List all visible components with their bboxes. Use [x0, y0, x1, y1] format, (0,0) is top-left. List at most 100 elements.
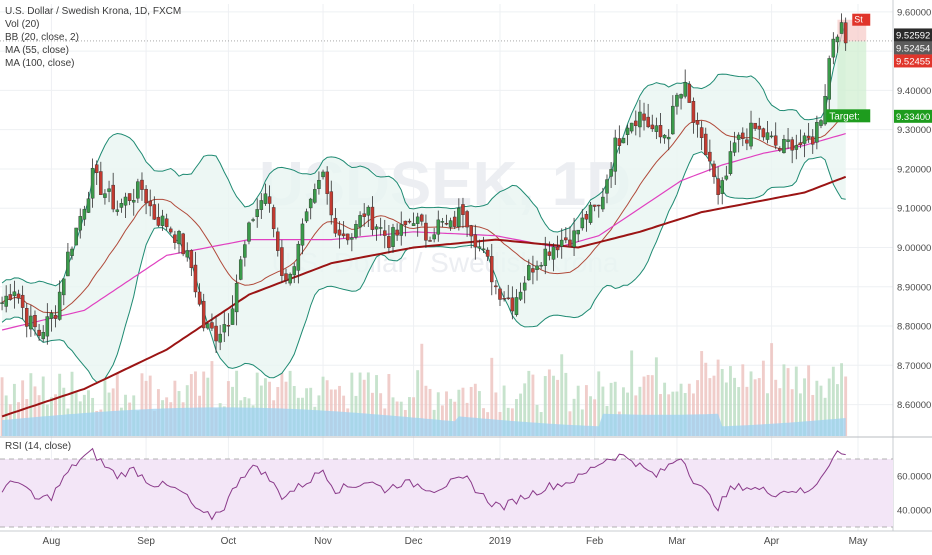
- candle-body: [173, 234, 177, 243]
- volume-bar: [375, 375, 378, 436]
- candle-body: [366, 206, 371, 216]
- candle-body: [251, 219, 255, 221]
- volume-bar: [62, 387, 66, 436]
- candle-body: [551, 246, 556, 260]
- candle-body: [45, 316, 50, 337]
- volume-bar: [840, 363, 844, 436]
- rsi-line: [1, 447, 846, 521]
- candle-body: [226, 325, 231, 327]
- volume-bar: [638, 386, 642, 436]
- volume-bar: [757, 378, 761, 436]
- candle-body: [621, 137, 626, 144]
- candle-body: [494, 285, 498, 288]
- candle-body: [255, 209, 259, 217]
- candle-body: [769, 135, 774, 138]
- volume-bar: [790, 389, 794, 436]
- volume-bar: [798, 393, 802, 436]
- candle-body: [0, 302, 4, 304]
- candle-body: [288, 273, 292, 284]
- candle-body: [127, 193, 132, 201]
- candle-body: [646, 116, 650, 128]
- candle-body: [728, 151, 733, 174]
- candle-body: [131, 200, 136, 203]
- candle-body: [436, 219, 441, 235]
- time-tick-label: Aug: [43, 536, 61, 547]
- volume-bar: [601, 386, 605, 436]
- candle-body: [675, 94, 679, 107]
- candle-body: [531, 268, 535, 273]
- candle-body: [527, 265, 531, 281]
- candle-body: [378, 227, 383, 229]
- volume-bar: [490, 357, 494, 436]
- price-tag-label: 9.52592: [896, 30, 930, 41]
- candle-body: [119, 203, 124, 208]
- volume-bar: [749, 371, 753, 436]
- volume-bar: [552, 375, 555, 436]
- candle-body: [107, 188, 111, 192]
- volume-bar: [29, 373, 33, 436]
- volume-bar: [535, 404, 539, 436]
- candle-body: [99, 171, 103, 195]
- volume-bar: [350, 372, 354, 436]
- candle-body: [831, 38, 836, 58]
- price-tick-label: 9.20000: [897, 164, 931, 175]
- candle-body: [140, 179, 144, 190]
- candle-body: [74, 227, 78, 246]
- volume-bar: [572, 398, 576, 436]
- volume-bar: [663, 382, 667, 436]
- candle-body: [70, 248, 74, 256]
- price-tick-label: 9.00000: [897, 243, 931, 254]
- candle-body: [773, 135, 778, 146]
- candle-body: [687, 83, 692, 103]
- candle-body: [761, 128, 766, 138]
- volume-bar: [646, 374, 650, 436]
- volume-bar: [593, 399, 597, 436]
- candle-body: [786, 139, 790, 142]
- volume-ma-area: [2, 407, 846, 436]
- volume-bar: [387, 374, 391, 436]
- price-tag-box: [894, 28, 932, 42]
- volume-bar: [436, 392, 440, 436]
- volume-bar: [416, 370, 420, 436]
- volume-bar: [737, 387, 741, 436]
- volume-bar: [704, 362, 708, 436]
- volume-bar: [0, 377, 4, 436]
- volume-bar: [753, 379, 757, 436]
- volume-bar: [716, 359, 720, 436]
- candle-body: [617, 138, 622, 146]
- volume-bar: [473, 383, 477, 436]
- candle-body: [843, 22, 848, 44]
- candle-body: [403, 220, 408, 226]
- volume-bar: [642, 376, 646, 436]
- volume-bar: [37, 395, 41, 436]
- candle-body: [671, 105, 675, 135]
- volume-bar: [255, 372, 259, 436]
- volume-bar: [115, 373, 119, 436]
- candle-body: [724, 175, 729, 180]
- candle-body: [782, 138, 786, 154]
- price-tag-box: [894, 41, 932, 55]
- candle-body: [399, 224, 403, 236]
- candle-body: [629, 122, 634, 132]
- rsi-tick-label: 60.0000: [897, 472, 931, 483]
- candle-body: [206, 323, 210, 329]
- candle-body: [57, 291, 62, 320]
- volume-bar: [803, 378, 806, 436]
- volume-bar: [700, 351, 704, 436]
- volume-bar: [766, 393, 769, 436]
- candle-body: [317, 179, 321, 189]
- volume-bar: [654, 357, 658, 436]
- price-tick-label: 8.90000: [897, 282, 931, 293]
- candle-body: [477, 246, 482, 249]
- volume-bar: [461, 387, 465, 436]
- volume-bar: [527, 370, 531, 436]
- volume-bar: [584, 385, 588, 436]
- volume-bar: [358, 372, 362, 436]
- candle-body: [222, 324, 227, 333]
- candle-body: [798, 142, 803, 145]
- candle-body: [498, 288, 502, 300]
- candle-body: [164, 218, 169, 228]
- candle-body: [605, 179, 609, 194]
- candle-body: [588, 204, 593, 223]
